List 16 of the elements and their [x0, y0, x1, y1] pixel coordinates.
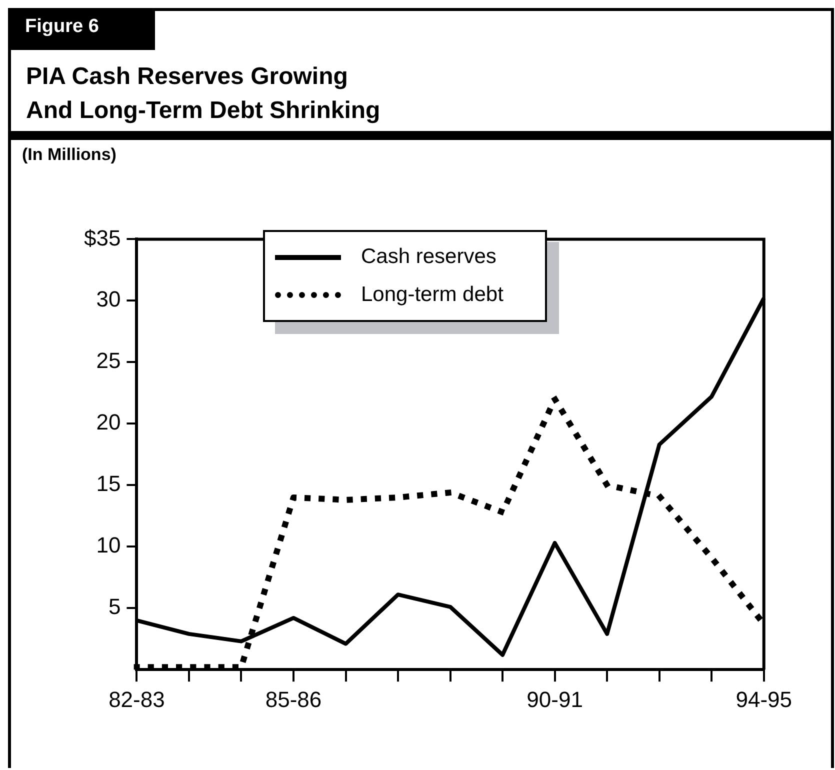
y-tick-label: 15 — [96, 471, 121, 496]
y-tick-label: 10 — [96, 532, 121, 558]
caption: Figure 6 — [9, 10, 155, 50]
y-tick-label: 5 — [108, 594, 121, 620]
x-tick-label: 94-95 — [736, 686, 792, 712]
y-tick-label: $35 — [84, 225, 121, 250]
legend-label: Cash reserves — [361, 245, 496, 269]
y-tick-label: 20 — [96, 410, 121, 435]
chart-subtitle: (In Millions) — [22, 145, 116, 165]
legend-label: Long-term debt — [361, 283, 504, 307]
y-tick-label: 25 — [96, 348, 121, 374]
chart-title: PIA Cash Reserves Growing And Long-Term Debt Shrinking — [26, 62, 380, 126]
x-tick-label: 85-86 — [265, 686, 322, 712]
y-tick-label: 30 — [96, 286, 121, 312]
x-tick-label: 82-83 — [108, 686, 165, 712]
x-tick-label: 90-91 — [526, 686, 583, 712]
